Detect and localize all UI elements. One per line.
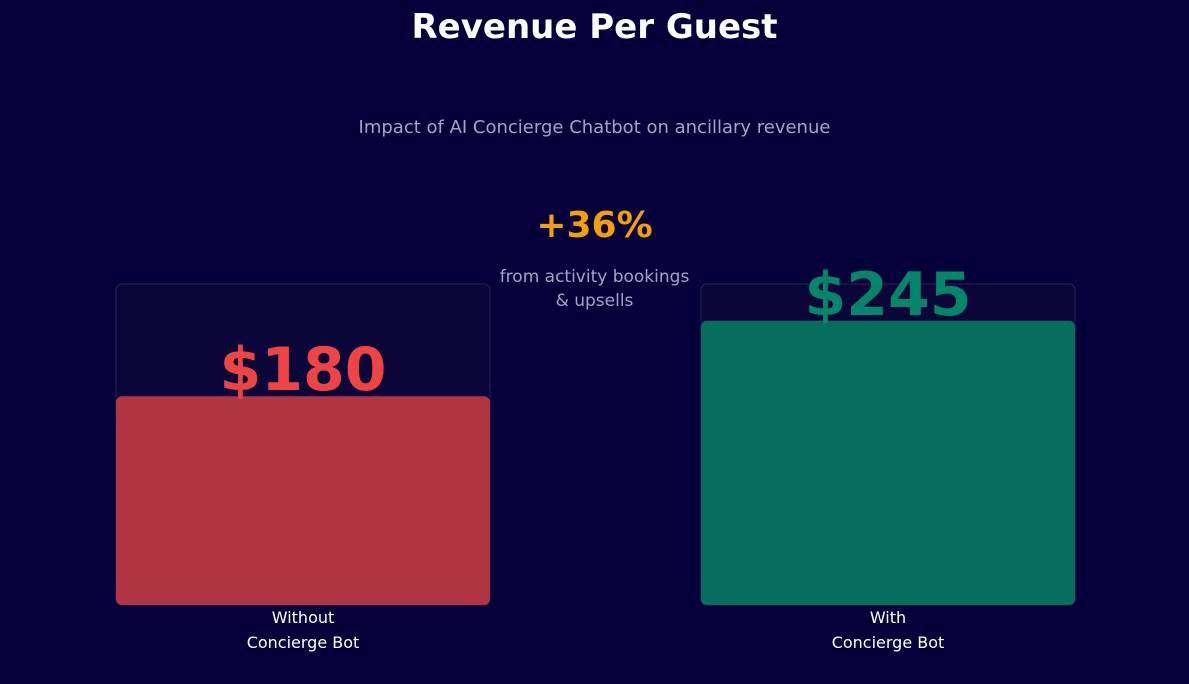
bar	[116, 396, 490, 605]
category-label: Concierge Bot	[247, 633, 360, 652]
bar-value-label: $180	[220, 335, 387, 405]
chart-title: Revenue Per Guest	[411, 7, 777, 47]
category-label: Without	[272, 608, 335, 627]
bars-layer: $180 Without Concierge Bot $245 With Concierg…	[115, 260, 1076, 652]
chart-subtitle: Impact of AI Concierge Chatbot on ancill…	[359, 117, 831, 138]
category-label: Concierge Bot	[832, 633, 945, 652]
bar-value-label: $245	[805, 260, 972, 330]
annotation-layer: +36% from activity bookings & upsells	[500, 205, 690, 311]
uplift-note: & upsells	[556, 291, 634, 311]
uplift-value: +36%	[536, 205, 652, 246]
uplift-note: from activity bookings	[500, 267, 690, 287]
bar	[701, 320, 1075, 605]
category-label: With	[870, 608, 906, 627]
